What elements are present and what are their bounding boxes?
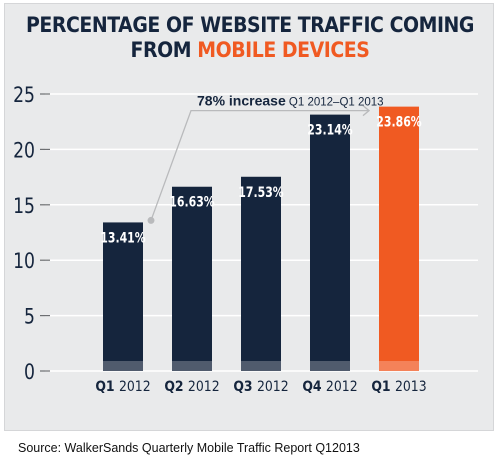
bar-4 [310, 114, 350, 372]
bar-2 [172, 186, 212, 371]
data-label-5: 23.86% [376, 113, 422, 130]
bar-base-5 [379, 361, 419, 371]
chart-title-accent: MOBILE DEVICES [197, 38, 370, 62]
bars: 13.41% 16.63% 17.53% 23.14% 23.86% [100, 106, 422, 372]
increase-annotation-bold: 78% increase [197, 93, 286, 109]
y-axis-ticks: 0 5 10 15 20 25 [13, 82, 50, 384]
x-tick-label-2: Q2 2012 [164, 378, 219, 395]
chart-title-line-2: FROM MOBILE DEVICES [25, 37, 475, 63]
y-tick-label-20: 20 [13, 138, 35, 163]
data-label-1: 13.41% [100, 229, 146, 246]
x-tick-quarter-4: Q4 [302, 378, 326, 395]
x-tick-year-3: 2012 [257, 378, 289, 395]
increase-annotation-period: Q1 2012–Q1 2013 [286, 97, 384, 109]
x-tick-year-5: 2013 [395, 378, 427, 395]
x-tick-year-4: 2012 [326, 378, 358, 395]
x-tick-label-3: Q3 2012 [233, 378, 288, 395]
data-label-3: 17.53% [238, 183, 284, 200]
x-tick-quarter-1: Q1 [95, 378, 119, 395]
x-tick-year-2: 2012 [188, 378, 220, 395]
data-label-2: 16.63% [169, 193, 215, 210]
x-tick-label-1: Q1 2012 [95, 378, 150, 395]
chart-title-line-1: PERCENTAGE OF WEBSITE TRAFFIC COMING [25, 13, 475, 37]
y-tick-label-10: 10 [13, 249, 35, 274]
y-tick-label-25: 25 [13, 82, 35, 107]
bar-base-4 [310, 361, 350, 371]
increase-annotation: 78% increase Q1 2012–Q1 2013 [197, 93, 384, 109]
bar-base-3 [241, 361, 281, 371]
data-label-4: 23.14% [307, 121, 353, 138]
increase-arrow [147, 105, 371, 224]
y-tick-label-0: 0 [24, 359, 35, 384]
bar-base-2 [172, 361, 212, 371]
bar-5 [379, 106, 419, 372]
increase-arrow-head [362, 105, 371, 117]
x-tick-year-1: 2012 [119, 378, 151, 395]
chart-title-prefix: FROM [130, 38, 198, 62]
bar-1 [103, 222, 143, 371]
x-tick-label-5: Q1 2013 [371, 378, 426, 395]
bar-base-1 [103, 361, 143, 371]
y-tick-label-5: 5 [24, 304, 35, 329]
increase-arrow-start-dot [147, 216, 155, 224]
x-tick-quarter-2: Q2 [164, 378, 188, 395]
x-tick-quarter-5: Q1 [371, 378, 395, 395]
x-tick-label-4: Q4 2012 [302, 378, 357, 395]
y-tick-label-15: 15 [13, 193, 35, 218]
bar-3 [241, 176, 281, 371]
increase-arrow-line [150, 109, 369, 221]
x-axis-labels: Q1 2012 Q2 2012 Q3 2012 Q4 2012 Q1 2013 [95, 378, 426, 395]
x-tick-quarter-3: Q3 [233, 378, 257, 395]
source-note: Source: WalkerSands Quarterly Mobile Tra… [18, 441, 360, 455]
